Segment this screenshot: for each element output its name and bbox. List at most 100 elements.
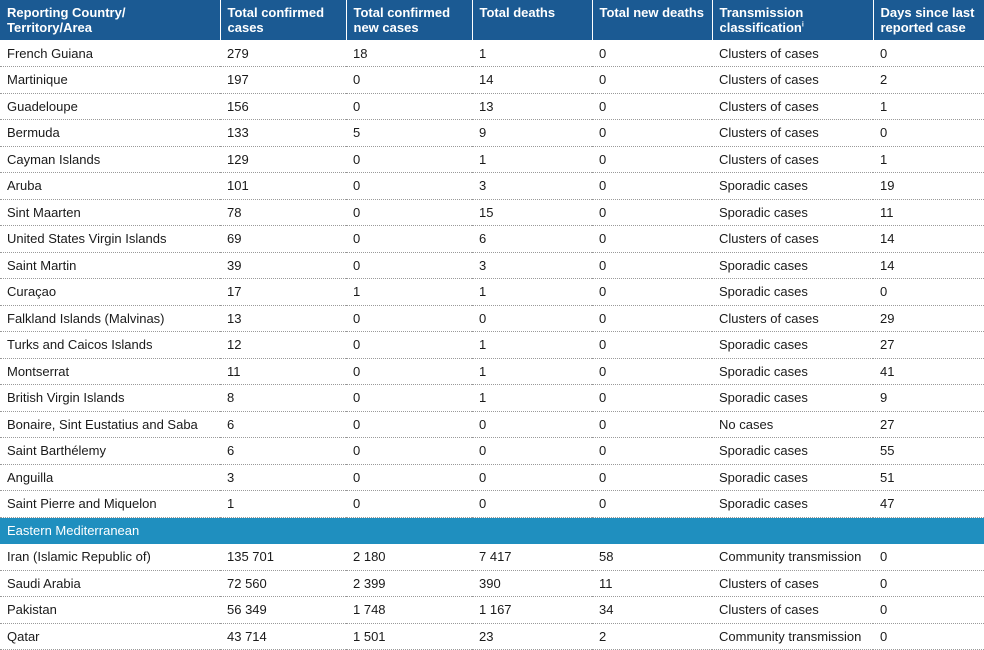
table-row: Pakistan 56 349 1 748 1 167 34 Clusters of ca… — [0, 596, 984, 624]
cell-days-since: 1 — [873, 146, 984, 173]
table-row: Saint Martin 39 0 3 0 Sporadic cases 14 — [0, 252, 984, 279]
table-row: Cayman Islands 129 0 1 0 Clusters of cases 1 — [0, 146, 984, 173]
cell-days-since: 27 — [873, 331, 984, 359]
cell-total-confirmed: 72 560 — [220, 570, 346, 597]
cell-days-since: 0 — [873, 623, 984, 650]
cell-new-deaths: 0 — [592, 172, 712, 200]
table-row: French Guiana 279 18 1 0 Clusters of cases 0 — [0, 40, 984, 67]
cell-new-deaths: 34 — [592, 596, 712, 624]
cell-new-cases: 1 748 — [346, 596, 472, 624]
cell-total-confirmed: 133 — [220, 119, 346, 147]
table-row: Saudi Arabia 72 560 2 399 390 11 Clusters of … — [0, 570, 984, 597]
cell-total-confirmed: 17 — [220, 278, 346, 306]
cell-total-deaths: 14 — [472, 66, 592, 94]
cell-days-since: 0 — [873, 119, 984, 147]
cell-new-cases: 0 — [346, 172, 472, 200]
cell-country: Saint Pierre and Miquelon — [0, 490, 220, 518]
cell-new-cases: 0 — [346, 331, 472, 359]
cell-total-deaths: 1 — [472, 40, 592, 67]
cell-total-deaths: 7 417 — [472, 543, 592, 571]
cell-new-cases: 0 — [346, 252, 472, 279]
table-row: United States Virgin Islands 69 0 6 0 Cluster… — [0, 225, 984, 253]
cell-days-since: 0 — [873, 570, 984, 597]
cell-new-cases: 18 — [346, 40, 472, 67]
cell-new-cases: 5 — [346, 119, 472, 147]
cell-total-confirmed: 156 — [220, 93, 346, 120]
cell-transmission: Clusters of cases — [712, 93, 873, 120]
table-row: Saint Barthélemy 6 0 0 0 Sporadic cases 55 — [0, 437, 984, 465]
header-days-since: Days since last reported case — [872, 0, 984, 40]
cell-new-deaths: 0 — [592, 40, 712, 67]
table-row: Falkland Islands (Malvinas) 13 0 0 0 Clusters… — [0, 305, 984, 332]
cell-transmission: Community transmission — [712, 623, 873, 650]
cell-transmission: Sporadic cases — [712, 437, 873, 465]
header-country: Reporting Country/ Territory/Area — [0, 0, 220, 40]
cell-new-cases: 0 — [346, 464, 472, 491]
table-row: Bermuda 133 5 9 0 Clusters of cases 0 — [0, 119, 984, 147]
cell-days-since: 29 — [873, 305, 984, 332]
cell-total-deaths: 1 — [472, 278, 592, 306]
cell-country: Curaçao — [0, 278, 220, 306]
header-total-confirmed: Total confirmed cases — [219, 0, 346, 40]
cell-total-confirmed: 11 — [220, 358, 346, 385]
cell-days-since: 51 — [873, 464, 984, 491]
cell-total-confirmed: 1 — [220, 490, 346, 518]
cell-total-confirmed: 6 — [220, 411, 346, 438]
cell-total-confirmed: 135 701 — [220, 543, 346, 571]
cell-total-deaths: 1 167 — [472, 596, 592, 624]
cell-transmission: Sporadic cases — [712, 464, 873, 491]
cell-new-cases: 0 — [346, 305, 472, 332]
table-row: Anguilla 3 0 0 0 Sporadic cases 51 — [0, 464, 984, 491]
cell-total-confirmed: 3 — [220, 464, 346, 491]
cell-transmission: Clusters of cases — [712, 596, 873, 624]
cell-total-deaths: 0 — [472, 305, 592, 332]
table-body: French Guiana 279 18 1 0 Clusters of cases 0 Ma… — [0, 40, 984, 650]
cell-transmission: Clusters of cases — [712, 305, 873, 332]
cell-total-deaths: 6 — [472, 225, 592, 253]
cell-new-deaths: 2 — [592, 623, 712, 650]
cell-total-deaths: 390 — [472, 570, 592, 597]
cell-country: Saint Martin — [0, 252, 220, 279]
cell-new-cases: 0 — [346, 225, 472, 253]
cell-new-deaths: 11 — [592, 570, 712, 597]
cell-country: Guadeloupe — [0, 93, 220, 120]
cell-country: Montserrat — [0, 358, 220, 385]
cell-total-deaths: 15 — [472, 199, 592, 226]
header-total-new-deaths: Total new deaths — [591, 0, 712, 40]
cell-days-since: 2 — [873, 66, 984, 94]
header-transmission: Transmission classificationi — [711, 0, 873, 40]
table-row: Aruba 101 0 3 0 Sporadic cases 19 — [0, 172, 984, 200]
cell-transmission: Sporadic cases — [712, 199, 873, 226]
cell-days-since: 19 — [873, 172, 984, 200]
cell-new-deaths: 0 — [592, 411, 712, 438]
cell-transmission: Clusters of cases — [712, 119, 873, 147]
cell-country: Anguilla — [0, 464, 220, 491]
cell-new-deaths: 0 — [592, 146, 712, 173]
cell-new-cases: 1 — [346, 278, 472, 306]
cell-new-deaths: 0 — [592, 464, 712, 491]
cell-new-cases: 0 — [346, 66, 472, 94]
cell-days-since: 0 — [873, 543, 984, 571]
cell-country: British Virgin Islands — [0, 384, 220, 412]
cell-transmission: Sporadic cases — [712, 384, 873, 412]
footnote-marker: i — [801, 21, 804, 29]
cell-new-cases: 0 — [346, 358, 472, 385]
cell-transmission: Sporadic cases — [712, 252, 873, 279]
cell-transmission: Sporadic cases — [712, 358, 873, 385]
cell-country: Aruba — [0, 172, 220, 200]
cell-country: Bonaire, Sint Eustatius and Saba — [0, 411, 220, 438]
cell-total-deaths: 1 — [472, 331, 592, 359]
cell-country: Qatar — [0, 623, 220, 650]
cell-total-deaths: 1 — [472, 358, 592, 385]
cell-total-deaths: 0 — [472, 411, 592, 438]
cell-total-deaths: 0 — [472, 490, 592, 518]
cell-new-deaths: 0 — [592, 384, 712, 412]
cell-total-confirmed: 13 — [220, 305, 346, 332]
cell-country: United States Virgin Islands — [0, 225, 220, 253]
cell-days-since: 55 — [873, 437, 984, 465]
cell-new-deaths: 0 — [592, 119, 712, 147]
cell-new-cases: 0 — [346, 490, 472, 518]
cell-transmission: Sporadic cases — [712, 278, 873, 306]
cell-total-confirmed: 101 — [220, 172, 346, 200]
cell-country: Pakistan — [0, 596, 220, 624]
